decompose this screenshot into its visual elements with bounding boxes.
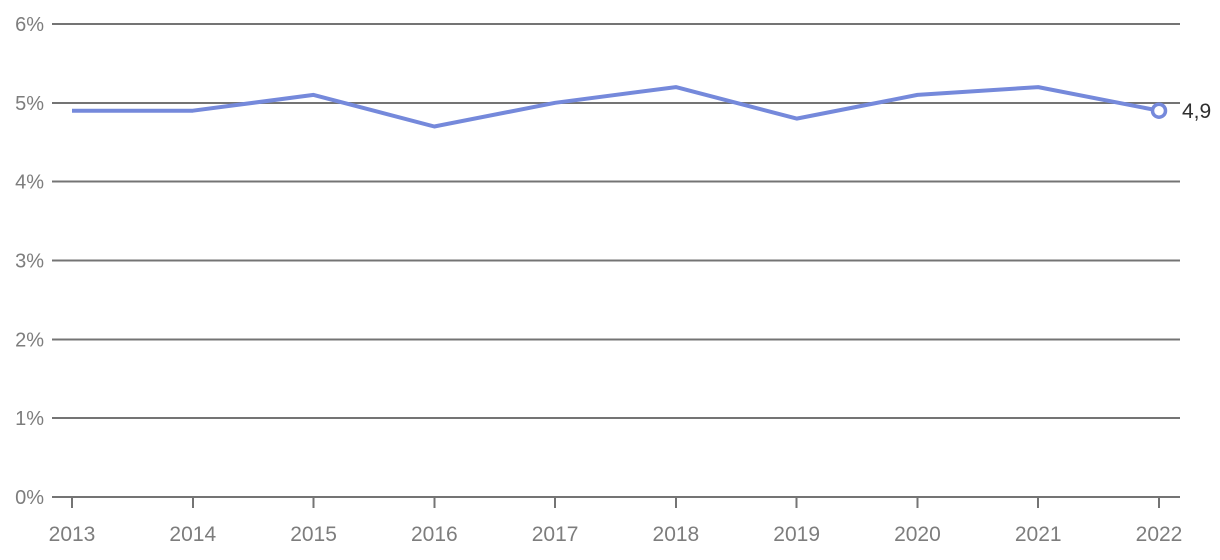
x-axis-tick-label: 2019 bbox=[773, 523, 820, 546]
x-axis-tick-label: 2014 bbox=[169, 523, 216, 546]
y-axis-tick-label: 0% bbox=[15, 487, 44, 509]
series-line bbox=[72, 85, 1160, 129]
x-axis-tick-label: 2017 bbox=[532, 523, 579, 546]
x-axis-tick-label: 2020 bbox=[894, 523, 941, 546]
y-axis-tick-label: 5% bbox=[15, 93, 44, 115]
y-axis-tick-label: 2% bbox=[15, 329, 44, 351]
y-axis-tick-label: 3% bbox=[15, 251, 44, 273]
last-point-marker bbox=[1150, 102, 1168, 119]
last-point-value-label: 4,9 bbox=[1182, 100, 1211, 123]
x-axis-tick-label: 2015 bbox=[290, 523, 337, 546]
x-axis-tick-label: 2022 bbox=[1136, 523, 1183, 546]
y-axis-tick-label: 1% bbox=[15, 408, 44, 430]
y-axis-tick-label: 6% bbox=[15, 14, 44, 36]
x-axis-tick-label: 2013 bbox=[49, 523, 96, 546]
x-axis-tick-label: 2016 bbox=[411, 523, 458, 546]
x-axis-tick-label: 2021 bbox=[1015, 523, 1062, 546]
x-axis-tick-label: 2018 bbox=[653, 523, 700, 546]
y-axis-tick-label: 4% bbox=[15, 172, 44, 194]
